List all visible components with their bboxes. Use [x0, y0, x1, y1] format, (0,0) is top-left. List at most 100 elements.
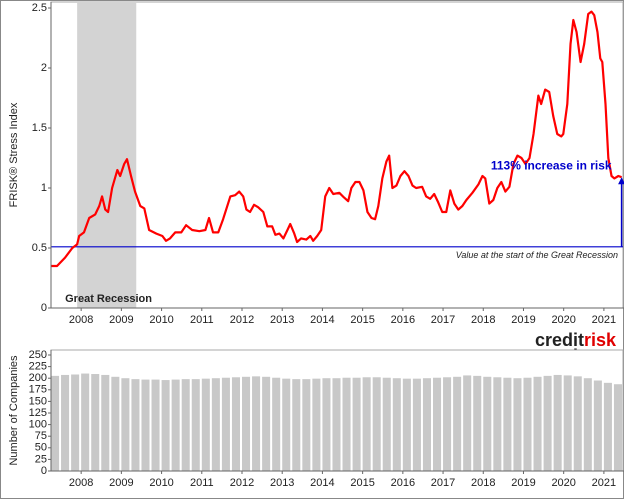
- y-tick-label: 1: [41, 182, 47, 194]
- bar: [543, 375, 552, 471]
- bar: [332, 378, 341, 471]
- x-tick-label: 2019: [511, 314, 535, 326]
- bar: [131, 379, 140, 471]
- bar: [593, 380, 602, 471]
- x-tick-label: 2011: [190, 314, 214, 326]
- bar: [111, 376, 120, 471]
- bar: [453, 376, 462, 471]
- bar: [292, 379, 301, 471]
- bar: [613, 384, 622, 471]
- x-tick-label: 2021: [592, 477, 616, 489]
- x-tick-label: 2020: [551, 477, 575, 489]
- risk-line: [51, 10, 622, 268]
- bar: [101, 374, 110, 471]
- bar: [252, 376, 261, 471]
- y-tick-label: 50: [35, 442, 47, 454]
- bar: [463, 375, 472, 471]
- x-tick-label: 2008: [69, 314, 93, 326]
- bar: [503, 377, 512, 471]
- y-axis-label: FRISK® Stress Index: [8, 102, 20, 207]
- bar: [372, 377, 381, 471]
- bar: [302, 379, 311, 471]
- plot-area: [50, 1, 624, 309]
- x-tick-label: 2008: [69, 477, 93, 489]
- bar: [181, 379, 190, 471]
- y-tick-label: 0: [41, 465, 47, 477]
- y-tick-label: 0.5: [32, 242, 47, 254]
- x-tick-label: 2019: [511, 477, 535, 489]
- bar: [392, 378, 401, 471]
- bar: [402, 378, 411, 471]
- reference-label: Value at the start of the Great Recessio…: [456, 250, 618, 260]
- bar: [191, 379, 200, 471]
- increase-label: 113% increase in risk: [491, 158, 612, 172]
- x-tick-label: 2018: [471, 477, 495, 489]
- y-tick-label: 150: [29, 395, 47, 407]
- x-tick-label: 2021: [592, 314, 616, 326]
- bar: [71, 374, 80, 471]
- x-tick-label: 2012: [230, 477, 254, 489]
- bar: [211, 378, 220, 471]
- bar: [483, 376, 492, 471]
- x-tick-label: 2018: [471, 314, 495, 326]
- x-tick-label: 2015: [350, 477, 374, 489]
- x-tick-label: 2012: [230, 314, 254, 326]
- bar: [352, 377, 361, 471]
- x-tick-label: 2016: [391, 477, 415, 489]
- bar: [603, 382, 612, 471]
- bar: [272, 377, 281, 471]
- arrow-head: [618, 177, 624, 185]
- x-tick-label: 2017: [431, 314, 455, 326]
- y-tick-label: 250: [29, 349, 47, 361]
- recession-shade: [77, 2, 137, 308]
- bar: [493, 377, 502, 471]
- y-tick-label: 175: [29, 384, 47, 396]
- x-tick-label: 2014: [310, 477, 334, 489]
- bar: [242, 376, 251, 471]
- y-tick-label: 125: [29, 407, 47, 419]
- bar: [322, 378, 331, 471]
- logo-risk: risk: [584, 330, 617, 350]
- x-tick-label: 2015: [350, 314, 374, 326]
- bar: [362, 377, 371, 471]
- bar: [312, 378, 321, 471]
- bar: [382, 377, 391, 471]
- bar: [523, 377, 532, 471]
- x-tick-label: 2010: [149, 314, 173, 326]
- x-tick-label: 2013: [270, 314, 294, 326]
- x-tick-label: 2009: [109, 477, 133, 489]
- bar: [342, 377, 351, 471]
- bar: [533, 376, 542, 471]
- bar: [433, 377, 442, 471]
- y-axis-label: Number of Companies: [8, 355, 20, 466]
- bar: [583, 378, 592, 471]
- logo-credit: credit: [535, 330, 584, 350]
- logo: creditrisk: [535, 330, 617, 350]
- x-tick-label: 2016: [391, 314, 415, 326]
- bar: [61, 374, 70, 471]
- bar: [262, 376, 271, 471]
- y-tick-label: 200: [29, 372, 47, 384]
- y-tick-label: 2: [41, 62, 47, 74]
- x-tick-label: 2013: [270, 477, 294, 489]
- bar: [573, 376, 582, 471]
- bar: [412, 378, 421, 471]
- y-tick-label: 225: [29, 361, 47, 373]
- bar: [51, 375, 60, 471]
- bar: [473, 375, 482, 471]
- bar: [231, 377, 240, 471]
- x-tick-label: 2010: [149, 477, 173, 489]
- recession-label: Great Recession: [65, 293, 152, 305]
- x-tick-label: 2017: [431, 477, 455, 489]
- bar: [563, 375, 572, 471]
- bar: [151, 379, 160, 471]
- y-tick-label: 75: [35, 430, 47, 442]
- bar: [221, 377, 230, 471]
- bar: [513, 378, 522, 471]
- bar: [201, 378, 210, 471]
- y-tick-label: 25: [35, 453, 47, 465]
- y-tick-label: 100: [29, 419, 47, 431]
- bar: [91, 374, 100, 471]
- x-tick-label: 2009: [109, 314, 133, 326]
